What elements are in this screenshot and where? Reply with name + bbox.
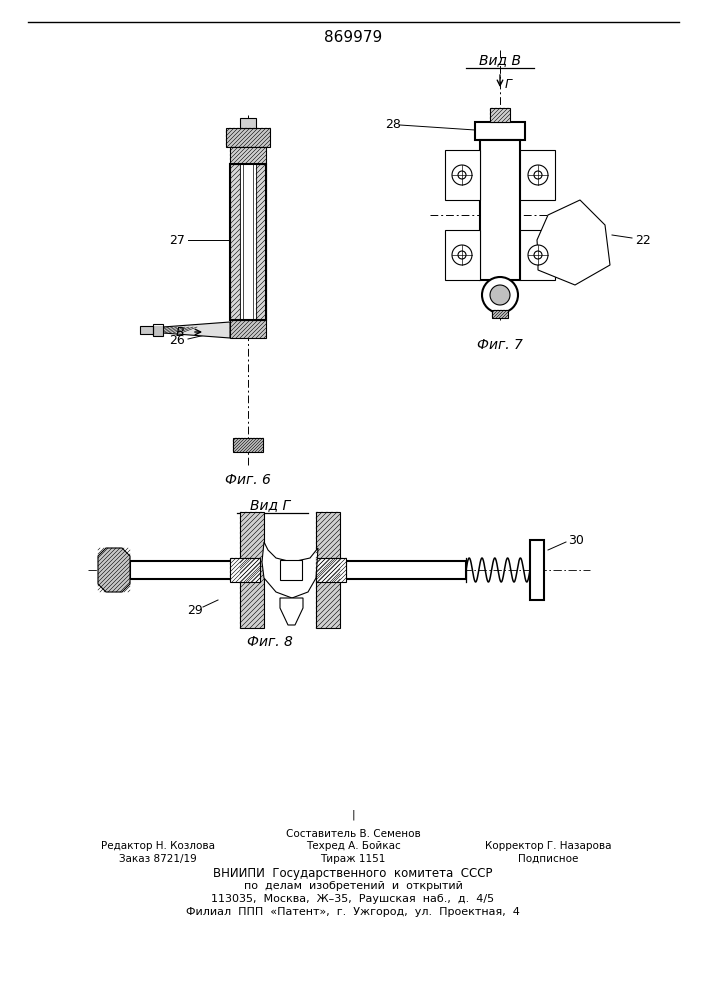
Bar	[346, 561, 466, 579]
Bar	[316, 558, 346, 582]
Bar	[230, 558, 260, 582]
Text: Составитель В. Семенов: Составитель В. Семенов	[286, 829, 421, 839]
Bar	[520, 230, 555, 280]
Bar	[280, 560, 302, 580]
Bar	[316, 512, 340, 628]
Text: Заказ 8721/19: Заказ 8721/19	[119, 854, 197, 864]
Text: Редактор Н. Козлова: Редактор Н. Козлова	[101, 841, 215, 851]
Text: Филиал  ППП  «Патент»,  г.  Ужгород,  ул.  Проектная,  4: Филиал ППП «Патент», г. Ужгород, ул. Про…	[186, 907, 520, 917]
Text: Фиг. 6: Фиг. 6	[225, 473, 271, 487]
Bar	[240, 164, 256, 320]
Text: В: В	[175, 326, 185, 338]
Circle shape	[490, 285, 510, 305]
Text: Корректор Г. Назарова: Корректор Г. Назарова	[485, 841, 612, 851]
Bar	[230, 164, 240, 320]
Polygon shape	[98, 548, 130, 592]
Text: по  делам  изобретений  и  открытий: по делам изобретений и открытий	[244, 881, 462, 891]
Bar	[530, 540, 544, 600]
Bar	[445, 230, 480, 280]
Polygon shape	[537, 200, 610, 285]
Text: 26: 26	[169, 334, 185, 347]
Text: |: |	[351, 810, 355, 820]
Text: 869979: 869979	[324, 30, 382, 45]
Bar	[226, 128, 270, 147]
Bar	[256, 164, 266, 320]
Bar	[520, 150, 555, 200]
Text: Тираж 1151: Тираж 1151	[320, 854, 386, 864]
Text: Вид В: Вид В	[479, 53, 521, 67]
Polygon shape	[280, 598, 303, 625]
Bar	[140, 326, 153, 334]
Bar	[240, 512, 264, 628]
Bar	[233, 438, 263, 452]
Text: 30: 30	[568, 534, 584, 546]
Circle shape	[458, 251, 466, 259]
Bar	[492, 310, 508, 318]
Circle shape	[452, 245, 472, 265]
Circle shape	[528, 245, 548, 265]
Text: Фиг. 8: Фиг. 8	[247, 635, 293, 649]
Text: Г: Г	[505, 78, 512, 91]
Bar	[445, 150, 480, 200]
Text: 29: 29	[187, 603, 203, 616]
Text: 27: 27	[169, 233, 185, 246]
Polygon shape	[262, 542, 318, 598]
Circle shape	[482, 277, 518, 313]
Bar	[230, 164, 266, 320]
Bar	[130, 561, 250, 579]
Bar	[240, 118, 256, 128]
Text: Фиг. 7: Фиг. 7	[477, 338, 523, 352]
Bar	[480, 140, 520, 280]
Bar	[153, 324, 163, 336]
Circle shape	[452, 165, 472, 185]
Polygon shape	[163, 322, 230, 338]
Text: 22: 22	[635, 233, 650, 246]
Text: Подписное: Подписное	[518, 854, 578, 864]
Bar	[230, 320, 266, 338]
Bar	[490, 108, 510, 122]
Bar	[230, 147, 266, 164]
Bar	[475, 122, 525, 140]
Circle shape	[528, 165, 548, 185]
Text: Техред А. Бойкас: Техред А. Бойкас	[305, 841, 400, 851]
Circle shape	[534, 251, 542, 259]
Text: ВНИИПИ  Государственного  комитета  СССР: ВНИИПИ Государственного комитета СССР	[214, 866, 493, 880]
Text: Вид Г: Вид Г	[250, 498, 290, 512]
Circle shape	[534, 171, 542, 179]
Text: 28: 28	[385, 118, 401, 131]
Text: 113035,  Москва,  Ж–35,  Раушская  наб.,  д.  4/5: 113035, Москва, Ж–35, Раушская наб., д. …	[211, 894, 495, 904]
Circle shape	[458, 171, 466, 179]
